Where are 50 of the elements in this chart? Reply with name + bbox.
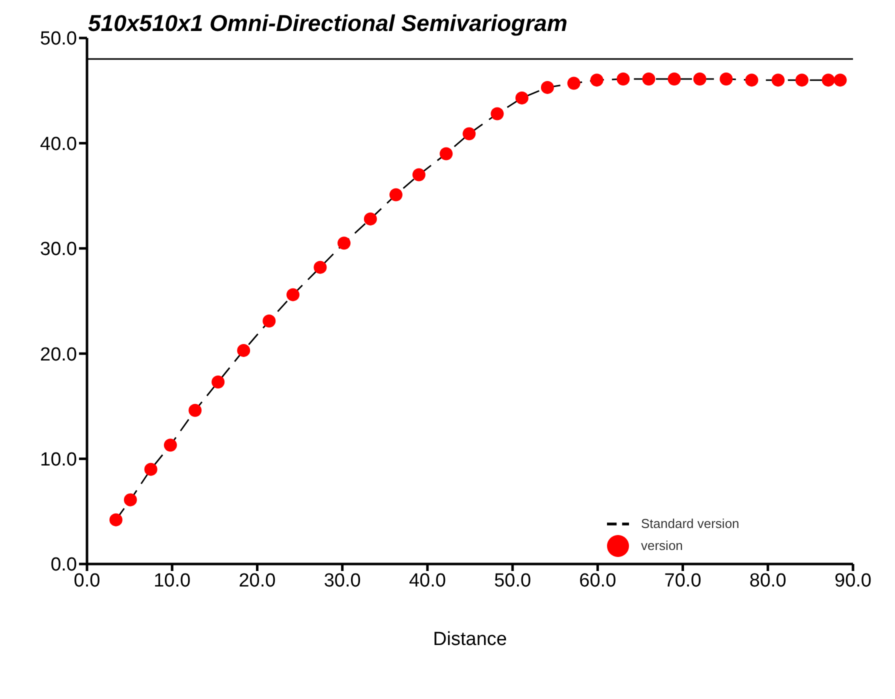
x-tick-label: 90.0 xyxy=(834,570,872,592)
point xyxy=(642,72,656,86)
point xyxy=(822,74,835,87)
point xyxy=(462,127,476,140)
point xyxy=(515,91,528,104)
x-tick-label: 50.0 xyxy=(494,570,532,592)
x-tick-label: 80.0 xyxy=(749,570,786,592)
point xyxy=(364,212,377,226)
point xyxy=(188,404,202,417)
x-tick-label: 60.0 xyxy=(579,570,616,592)
point xyxy=(490,107,504,120)
point xyxy=(590,74,604,87)
y-tick-label: 10.0 xyxy=(40,450,77,471)
x-tick-label: 0.0 xyxy=(74,570,100,592)
point xyxy=(338,236,351,250)
x-tick-label: 30.0 xyxy=(324,570,361,592)
legend-label: Standard version xyxy=(641,516,740,532)
y-tick-label: 30.0 xyxy=(40,239,77,260)
point xyxy=(720,72,733,86)
point xyxy=(212,376,225,389)
point xyxy=(389,188,402,202)
point xyxy=(164,438,177,452)
point xyxy=(772,74,785,87)
point xyxy=(262,314,276,328)
x-tick-label: 20.0 xyxy=(238,570,276,592)
point xyxy=(834,74,847,87)
point xyxy=(745,74,758,87)
point xyxy=(314,260,327,274)
point xyxy=(567,76,580,90)
x-tick-label: 70.0 xyxy=(664,570,702,592)
point xyxy=(693,72,706,86)
point xyxy=(668,72,681,86)
point xyxy=(616,72,630,86)
x-axis-title: Distance xyxy=(433,629,507,650)
point xyxy=(412,168,426,182)
point xyxy=(109,513,122,526)
point xyxy=(286,288,300,302)
y-tick-label: 20.0 xyxy=(40,344,77,366)
y-tick-label: 40.0 xyxy=(40,134,77,155)
chart-title: 510x510x1 Omni-Directional Semivariogram xyxy=(88,10,568,37)
point xyxy=(795,74,808,87)
y-tick-label: 50.0 xyxy=(40,28,77,50)
x-tick-label: 40.0 xyxy=(408,570,446,592)
legend-label: version xyxy=(641,538,683,554)
point xyxy=(440,147,453,160)
point xyxy=(540,80,554,94)
point xyxy=(124,493,137,506)
x-tick-label: 10.0 xyxy=(154,570,191,592)
point xyxy=(237,344,250,357)
point xyxy=(144,462,158,476)
